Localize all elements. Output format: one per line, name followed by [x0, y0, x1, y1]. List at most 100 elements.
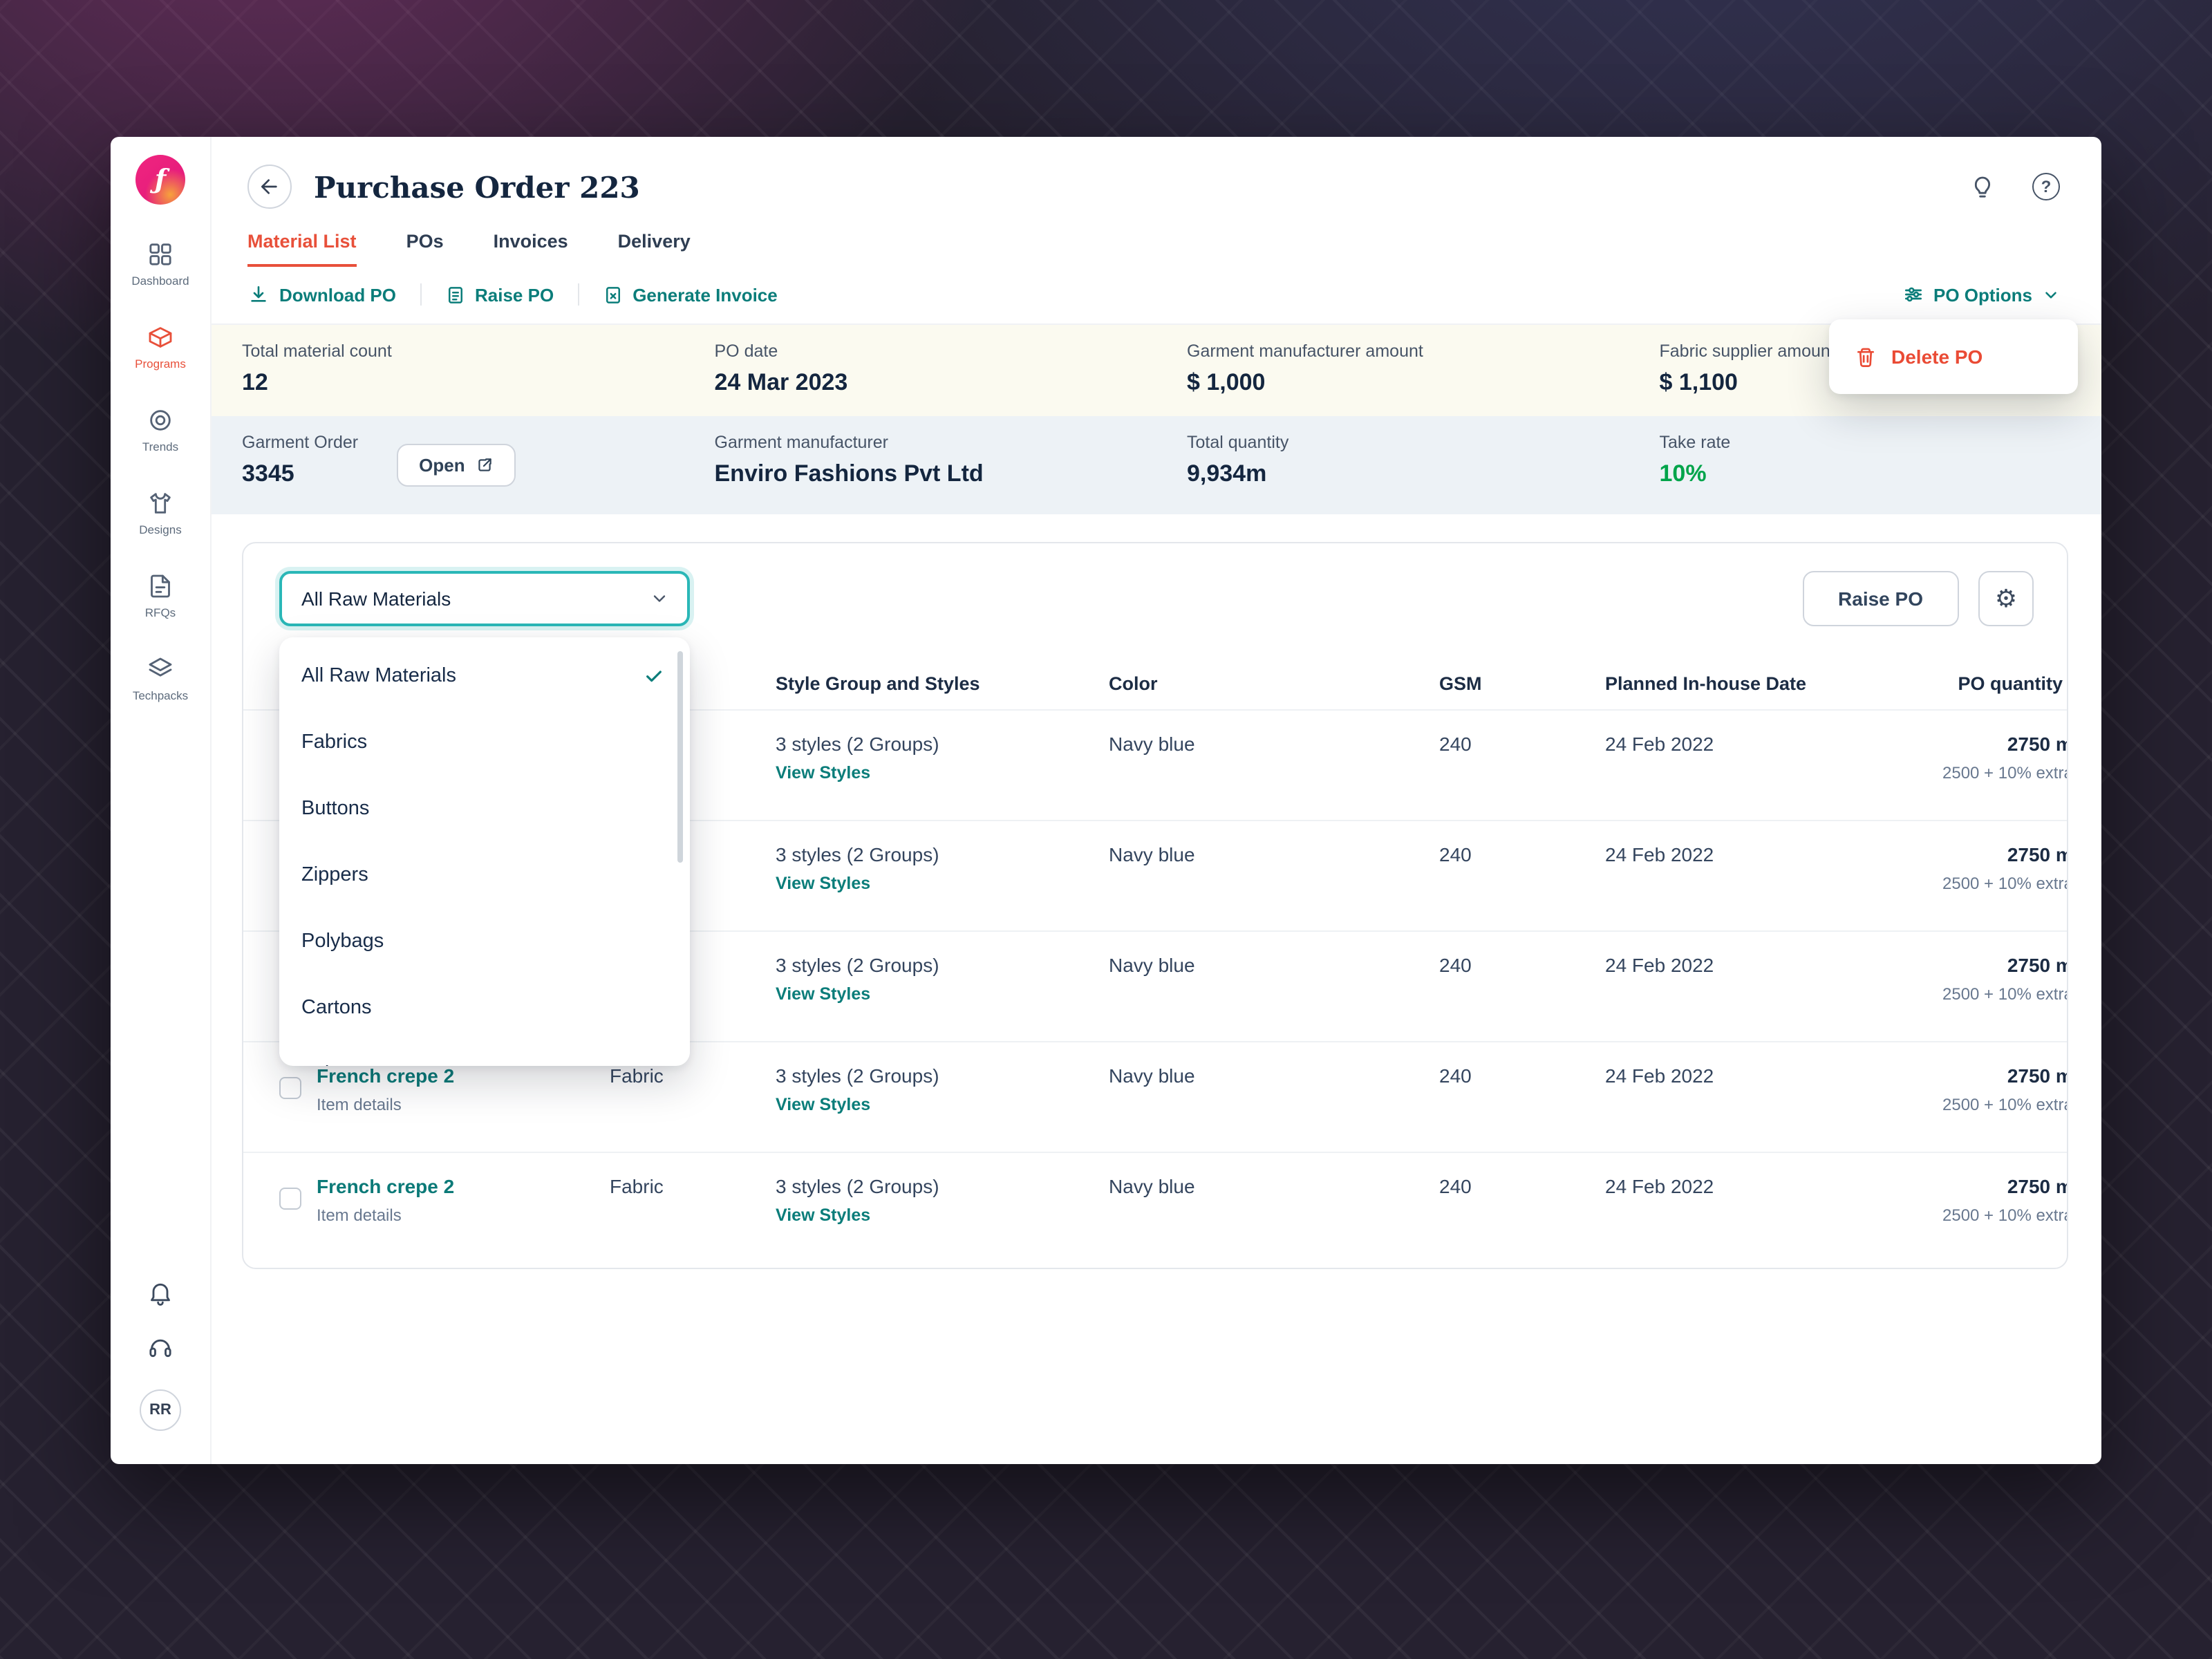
help-icon[interactable]: ?: [2032, 173, 2060, 200]
po-options-menu: Delete PO: [1829, 319, 2078, 394]
po-options-label: PO Options: [1933, 284, 2032, 305]
row-checkbox[interactable]: [279, 1077, 301, 1099]
header-planned-date: Planned In-house Date: [1605, 673, 1807, 693]
material-gsm: 240: [1439, 954, 1472, 976]
material-gsm: 240: [1439, 843, 1472, 865]
sidebar-bottom: RR: [140, 1279, 181, 1431]
po-quantity: 2750 m: [2007, 1175, 2068, 1197]
summary-value: 24 Mar 2023: [714, 369, 848, 395]
chevron-down-icon: [2042, 285, 2060, 303]
po-quantity-note: 2500 + 10% extra: [1942, 763, 2068, 782]
summary-label: Garment manufacturer: [714, 433, 889, 452]
material-color: Navy blue: [1109, 1175, 1195, 1197]
material-name-link[interactable]: French crepe 2: [317, 1175, 455, 1197]
summary-row-2: Garment Order 3345 Open Garment manufact…: [212, 416, 2101, 514]
filter-option-fabrics[interactable]: Fabrics: [279, 709, 690, 776]
material-type: Fabric: [610, 1065, 664, 1087]
avatar-initials: RR: [149, 1402, 171, 1418]
row-checkbox[interactable]: [279, 1188, 301, 1210]
summary-value: $ 1,100: [1659, 369, 1738, 395]
header-po-quantity: PO quantity: [1958, 673, 2063, 693]
view-styles-link[interactable]: View Styles: [776, 984, 871, 1004]
tab-pos[interactable]: POs: [406, 231, 444, 252]
material-filter-dropdown: All Raw Materials Fabrics Buttons Zipper…: [279, 637, 690, 1066]
header-style-group: Style Group and Styles: [776, 673, 980, 693]
styles-summary: 3 styles (2 Groups): [776, 1065, 939, 1087]
filter-option-velcro[interactable]: Velcro: [279, 1041, 690, 1066]
tab-delivery[interactable]: Delivery: [617, 231, 691, 252]
planned-date: 24 Feb 2022: [1605, 733, 1714, 755]
po-quantity-note: 2500 + 10% extra: [1942, 874, 2068, 893]
styles-summary: 3 styles (2 Groups): [776, 843, 939, 865]
app-logo[interactable]: ƒ: [135, 155, 185, 205]
page-title: Purchase Order 223: [314, 169, 640, 204]
material-name-link[interactable]: French crepe 2: [317, 1065, 455, 1087]
material-filter-select[interactable]: All Raw Materials: [279, 571, 690, 626]
summary-label: Total quantity: [1187, 433, 1289, 452]
item-details-link[interactable]: Item details: [317, 1206, 402, 1225]
sidebar-item-programs[interactable]: Programs: [112, 324, 209, 371]
filter-option-all-raw-materials[interactable]: All Raw Materials: [279, 643, 690, 709]
tab-material-list[interactable]: Material List: [247, 231, 357, 267]
raise-po-action[interactable]: Raise PO: [444, 284, 554, 305]
back-button[interactable]: [247, 165, 292, 209]
table-settings-button[interactable]: ⚙: [1978, 571, 2034, 626]
sidebar-item-trends[interactable]: Trends: [112, 406, 209, 453]
raise-po-button[interactable]: Raise PO: [1802, 571, 1959, 626]
raise-po-label: Raise PO: [475, 284, 554, 305]
po-options-dropdown[interactable]: PO Options: [1902, 283, 2060, 306]
table-row: French crepe 2 Item details Fabric 3 styl…: [243, 1041, 2067, 1152]
app-window: ƒ Dashboard Programs Trends Designs: [111, 137, 2101, 1464]
view-styles-link[interactable]: View Styles: [776, 763, 871, 782]
download-po-button[interactable]: Download PO: [247, 283, 396, 306]
table-row: 3 styles (2 Groups) View Styles Navy blue…: [243, 709, 2067, 820]
lightbulb-icon[interactable]: [1969, 173, 1996, 200]
tab-invoices[interactable]: Invoices: [493, 231, 568, 252]
user-avatar[interactable]: RR: [140, 1389, 181, 1431]
filter-option-cartons[interactable]: Cartons: [279, 975, 690, 1041]
download-po-label: Download PO: [279, 284, 396, 305]
divider: [577, 283, 579, 306]
sidebar-item-label: Techpacks: [132, 688, 189, 702]
logo-glyph: ƒ: [154, 165, 167, 195]
po-quantity-note: 2500 + 10% extra: [1942, 1206, 2068, 1225]
dropdown-scrollbar[interactable]: [677, 651, 683, 863]
external-link-icon: [476, 456, 494, 474]
delete-po-menu-item[interactable]: Delete PO: [1891, 346, 1983, 368]
sidebar-nav: Dashboard Programs Trends Designs RFQs: [112, 241, 209, 702]
sliders-icon: [1902, 283, 1924, 306]
gear-icon: ⚙: [1994, 584, 2018, 612]
action-bar: Download PO Raise PO Generate Invoice PO…: [212, 278, 2101, 325]
notifications-bell-icon[interactable]: [147, 1279, 174, 1306]
page-header: Purchase Order 223 ?: [212, 137, 2101, 209]
rfqs-icon: [147, 572, 174, 600]
summary-value: 12: [242, 369, 268, 395]
sidebar-item-rfqs[interactable]: RFQs: [112, 572, 209, 619]
material-gsm: 240: [1439, 733, 1472, 755]
sidebar-item-designs[interactable]: Designs: [112, 489, 209, 536]
summary-value: Enviro Fashions Pvt Ltd: [714, 460, 984, 487]
summary-total-material-count: Total material count 12: [212, 325, 684, 416]
item-details-link[interactable]: Item details: [317, 1095, 402, 1114]
open-garment-order-button[interactable]: Open: [397, 444, 516, 487]
filter-option-zippers[interactable]: Zippers: [279, 842, 690, 908]
option-label: Zippers: [301, 864, 368, 886]
filter-option-buttons[interactable]: Buttons: [279, 776, 690, 842]
support-headset-icon[interactable]: [147, 1334, 174, 1362]
view-styles-link[interactable]: View Styles: [776, 874, 871, 893]
sidebar-item-label: Designs: [139, 523, 182, 536]
sidebar-item-techpacks[interactable]: Techpacks: [112, 655, 209, 702]
tab-bar: Material List POs Invoices Delivery: [247, 231, 2101, 267]
view-styles-link[interactable]: View Styles: [776, 1206, 871, 1225]
generate-invoice-button[interactable]: Generate Invoice: [602, 284, 778, 305]
summary-label: PO date: [714, 341, 778, 361]
sidebar: ƒ Dashboard Programs Trends Designs: [111, 137, 212, 1464]
summary-label: Total material count: [242, 341, 392, 361]
view-styles-link[interactable]: View Styles: [776, 1095, 871, 1114]
dashboard-icon: [147, 241, 174, 268]
designs-icon: [147, 489, 174, 517]
filter-option-polybags[interactable]: Polybags: [279, 908, 690, 975]
download-icon: [247, 283, 270, 306]
sidebar-item-dashboard[interactable]: Dashboard: [112, 241, 209, 288]
